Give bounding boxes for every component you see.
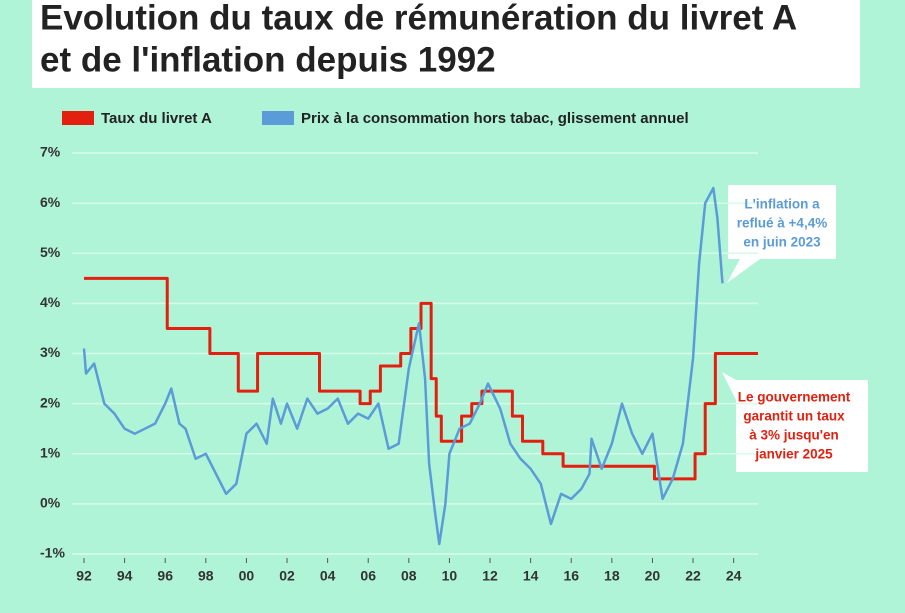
x-tick-label: 18 [604,568,620,584]
x-tick-label: 10 [442,568,458,584]
annotation-box [736,380,868,472]
y-tick-label: 6% [40,194,61,210]
annotation: Le gouvernement [738,390,851,405]
legend-label: Taux du livret A [101,110,212,127]
chart-title: et de l'inflation depuis 1992 [40,40,496,79]
x-tick-label: 02 [279,568,295,584]
x-tick-label: 98 [198,568,214,584]
annotation: à 3% jusqu'en [749,428,838,443]
x-tick-label: 94 [117,568,133,584]
annotation: janvier 2025 [754,447,833,462]
annotation-pointer [722,372,736,400]
chart-title: Evolution du taux de rémunération du liv… [40,0,797,37]
series-line [84,276,758,481]
legend-swatch [262,111,294,125]
legend-label: Prix à la consommation hors tabac, gliss… [301,110,689,127]
annotation: garantit un taux [743,409,845,424]
x-tick-label: 92 [76,568,92,584]
x-tick-label: 16 [563,568,579,584]
series-line [82,186,724,546]
title-box [32,0,860,88]
x-tick-label: 20 [645,568,661,584]
y-tick-label: 2% [40,394,61,410]
y-tick-label: 1% [40,444,61,460]
y-tick-label: 5% [40,244,61,260]
x-tick-label: 12 [482,568,498,584]
annotation: en juin 2023 [743,235,821,250]
x-tick-label: 22 [685,568,701,584]
y-tick-label: 0% [40,495,61,511]
x-tick-label: 06 [360,568,376,584]
y-tick-label: 7% [40,144,61,160]
annotation: L'inflation a [744,197,820,212]
annotation-box [728,185,836,259]
y-tick-label: 4% [40,294,61,310]
annotation: reflué à +4,4% [737,216,827,231]
annotation-pointer [727,259,760,283]
x-tick-label: 00 [239,568,255,584]
x-tick-label: 96 [157,568,173,584]
x-tick-label: 24 [726,568,742,584]
y-tick-label: 3% [40,344,61,360]
legend-swatch [62,111,94,125]
x-tick-label: 04 [320,568,336,584]
x-tick-label: 14 [523,568,539,584]
y-tick-label: -1% [40,545,65,561]
x-tick-label: 08 [401,568,417,584]
